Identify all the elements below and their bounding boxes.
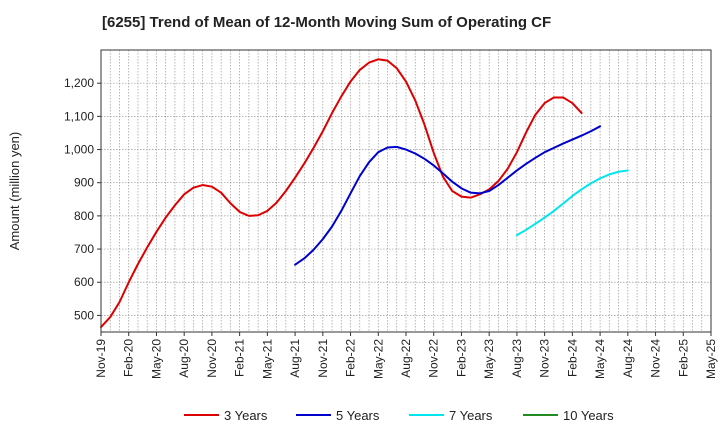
x-tick-label: Nov-20	[205, 339, 219, 378]
series-group	[100, 58, 629, 329]
x-tick-label: Feb-24	[565, 339, 579, 377]
x-tick-label: Nov-21	[316, 339, 330, 378]
y-tick-label: 600	[74, 275, 94, 289]
series-line-5-years	[294, 125, 602, 266]
x-tick-label: May-22	[371, 339, 385, 379]
x-tick-label: May-20	[149, 339, 163, 379]
y-tick-label: 500	[74, 308, 94, 322]
x-tick-label: May-21	[260, 339, 274, 379]
y-tick-label: 1,100	[64, 109, 94, 123]
legend-label: 7 Years	[449, 408, 493, 423]
y-tick-label: 700	[74, 242, 94, 256]
legend-label: 10 Years	[563, 408, 614, 423]
x-tick-label: May-24	[593, 339, 607, 379]
x-tick-label: Feb-23	[454, 339, 468, 377]
y-tick-label: 1,200	[64, 76, 94, 90]
x-tick-label: Feb-20	[122, 339, 136, 377]
x-tick-label: Aug-24	[621, 339, 635, 378]
y-axis: 500 600 700 800 900 1,000 1,100 1,200	[64, 76, 101, 322]
series-line-7-years	[515, 169, 629, 237]
x-tick-label: Feb-22	[344, 339, 358, 377]
y-tick-label: 900	[74, 176, 94, 190]
x-tick-label: Nov-22	[427, 339, 441, 378]
x-tick-label: May-25	[704, 339, 718, 379]
x-tick-label: May-23	[482, 339, 496, 379]
x-axis: Nov-19 Feb-20 May-20 Aug-20 Nov-20 Feb-21 May-…	[94, 332, 718, 379]
chart-title: [6255] Trend of Mean of 12-Month Moving …	[102, 14, 551, 31]
x-tick-label: Aug-21	[288, 339, 302, 378]
y-tick-label: 1,000	[64, 143, 94, 157]
x-tick-label: Nov-23	[538, 339, 552, 378]
x-tick-label: Nov-24	[649, 339, 663, 378]
x-tick-label: Feb-21	[233, 339, 247, 377]
legend: 3 Years 5 Years 7 Years 10 Years	[184, 408, 614, 423]
legend-label: 3 Years	[224, 408, 268, 423]
x-tick-label: Feb-25	[676, 339, 690, 377]
grid	[101, 50, 711, 332]
x-tick-label: Aug-23	[510, 339, 524, 378]
y-axis-label: Amount (million yen)	[7, 132, 22, 251]
x-tick-label: Aug-22	[399, 339, 413, 378]
x-tick-label: Nov-19	[94, 339, 108, 378]
series-line-3-years	[100, 58, 583, 329]
y-tick-label: 800	[74, 209, 94, 223]
legend-label: 5 Years	[336, 408, 380, 423]
x-tick-label: Aug-20	[177, 339, 191, 378]
